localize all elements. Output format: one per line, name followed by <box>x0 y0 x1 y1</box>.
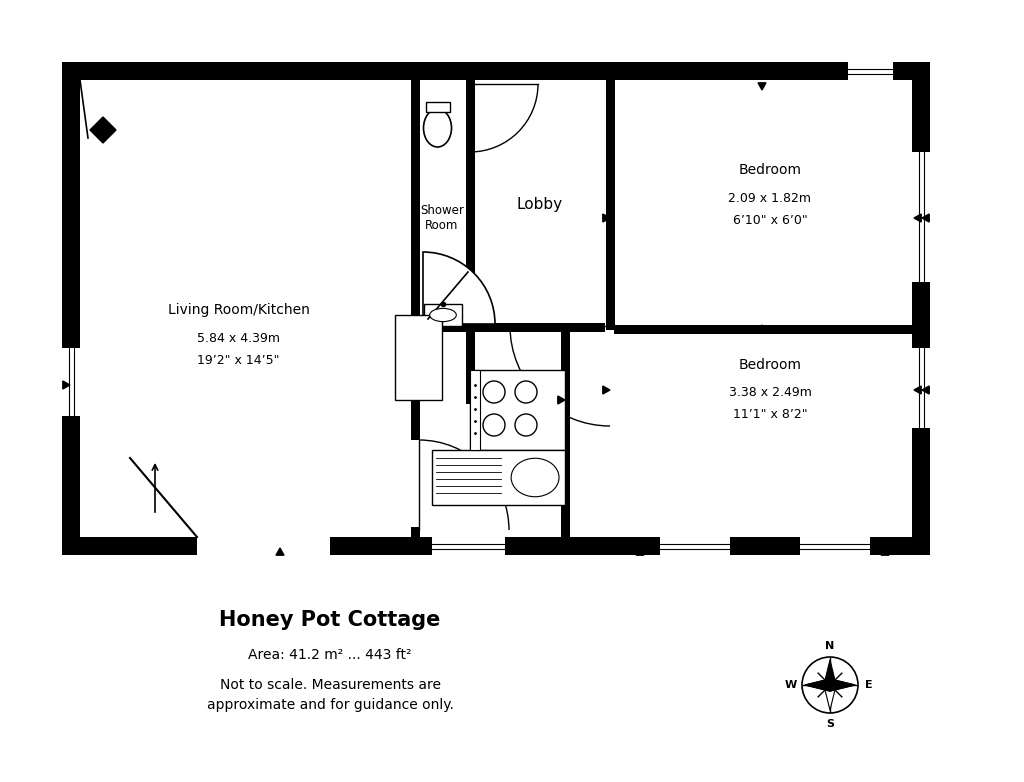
Bar <box>426 102 450 112</box>
Polygon shape <box>558 396 565 404</box>
Ellipse shape <box>511 458 559 497</box>
Bar <box>466 395 570 404</box>
Bar <box>660 537 730 555</box>
Text: Not to scale. Measurements are
approximate and for guidance only.: Not to scale. Measurements are approxima… <box>207 678 454 712</box>
Bar <box>432 537 505 555</box>
Bar <box>800 537 870 555</box>
Circle shape <box>802 657 858 713</box>
Bar <box>466 328 475 400</box>
Polygon shape <box>90 117 116 143</box>
Text: N: N <box>825 641 835 651</box>
Bar <box>470 370 480 450</box>
Bar <box>614 325 912 334</box>
Text: E: E <box>865 680 872 690</box>
Bar <box>62 62 930 555</box>
Text: Lobby: Lobby <box>517 198 563 213</box>
Bar <box>561 400 570 537</box>
Polygon shape <box>881 548 889 555</box>
Bar <box>424 304 462 326</box>
Polygon shape <box>824 685 837 710</box>
Bar <box>395 315 442 400</box>
Bar <box>432 450 565 505</box>
Wedge shape <box>423 252 495 324</box>
Circle shape <box>483 381 505 403</box>
Bar <box>470 370 565 450</box>
Bar <box>561 330 570 400</box>
Text: Honey Pot Cottage: Honey Pot Cottage <box>219 610 440 630</box>
Polygon shape <box>603 214 610 222</box>
Bar <box>912 348 930 428</box>
Bar <box>606 80 615 330</box>
Text: Bedroom: Bedroom <box>738 358 802 372</box>
Polygon shape <box>603 386 610 394</box>
Ellipse shape <box>424 109 452 147</box>
Polygon shape <box>914 214 922 222</box>
Text: W: W <box>784 680 797 690</box>
Polygon shape <box>636 548 644 555</box>
Bar <box>62 348 80 416</box>
Circle shape <box>515 414 537 436</box>
Bar <box>411 527 420 537</box>
Bar <box>419 323 474 332</box>
Text: 11’1" x 8’2": 11’1" x 8’2" <box>733 408 807 421</box>
Bar <box>411 80 420 440</box>
Polygon shape <box>830 679 855 691</box>
Circle shape <box>515 381 537 403</box>
Polygon shape <box>830 679 855 691</box>
Polygon shape <box>731 63 739 70</box>
Ellipse shape <box>430 308 457 321</box>
Bar <box>912 152 930 282</box>
Polygon shape <box>758 83 766 90</box>
Bar <box>466 80 475 328</box>
Polygon shape <box>805 679 830 691</box>
Polygon shape <box>922 214 929 222</box>
Text: 6’10" x 6’0": 6’10" x 6’0" <box>732 213 807 227</box>
Bar <box>848 62 893 80</box>
Text: 5.84 x 4.39m: 5.84 x 4.39m <box>197 332 280 345</box>
Polygon shape <box>62 381 70 389</box>
Text: S: S <box>826 719 834 729</box>
Polygon shape <box>276 548 284 555</box>
Text: Bedroom: Bedroom <box>738 163 802 177</box>
Polygon shape <box>914 386 922 394</box>
Text: Shower
Room: Shower Room <box>420 204 464 232</box>
Text: 2.09 x 1.82m: 2.09 x 1.82m <box>728 192 811 205</box>
Polygon shape <box>326 63 334 70</box>
Text: 19’2" x 14’5": 19’2" x 14’5" <box>198 353 280 367</box>
Bar <box>474 323 605 332</box>
Bar <box>197 537 330 555</box>
Polygon shape <box>758 325 766 332</box>
Circle shape <box>483 414 505 436</box>
Text: 3.38 x 2.49m: 3.38 x 2.49m <box>728 386 811 400</box>
Bar <box>80 80 912 537</box>
Polygon shape <box>824 660 837 685</box>
Polygon shape <box>805 679 830 691</box>
Text: Area: 41.2 m² ... 443 ft²: Area: 41.2 m² ... 443 ft² <box>248 648 412 662</box>
Polygon shape <box>922 386 929 394</box>
Text: Living Room/Kitchen: Living Room/Kitchen <box>168 303 309 317</box>
